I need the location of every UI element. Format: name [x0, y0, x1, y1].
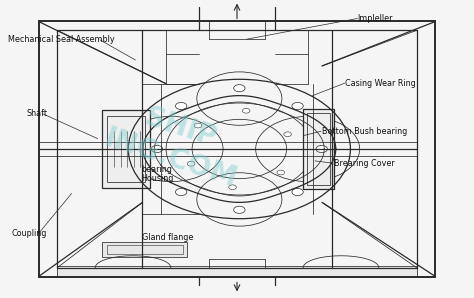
- Text: Impleller: Impleller: [357, 14, 393, 23]
- Text: Casing Wear Ring: Casing Wear Ring: [345, 79, 416, 88]
- Bar: [303, 109, 334, 189]
- Bar: [107, 245, 182, 254]
- Circle shape: [194, 123, 202, 128]
- Circle shape: [229, 185, 237, 190]
- Text: Bottom Bush bearing: Bottom Bush bearing: [322, 127, 407, 136]
- Circle shape: [234, 206, 245, 213]
- Circle shape: [277, 170, 284, 175]
- Bar: [307, 114, 330, 184]
- Circle shape: [292, 188, 303, 195]
- Polygon shape: [102, 243, 187, 257]
- Circle shape: [151, 145, 163, 153]
- Circle shape: [187, 162, 195, 166]
- Text: SHIP
ING.COM: SHIP ING.COM: [100, 93, 251, 193]
- Bar: [57, 266, 417, 277]
- Text: Gland flange: Gland flange: [143, 234, 194, 243]
- Circle shape: [175, 188, 187, 195]
- Circle shape: [175, 103, 187, 110]
- Circle shape: [242, 108, 250, 113]
- Bar: [102, 111, 150, 187]
- Text: Brearing Cover: Brearing Cover: [334, 159, 395, 168]
- Text: Mechanical Seal Assembly: Mechanical Seal Assembly: [8, 35, 114, 44]
- Circle shape: [284, 132, 292, 136]
- Text: Shaft: Shaft: [27, 109, 48, 119]
- Bar: [107, 117, 145, 181]
- Text: bearing: bearing: [142, 165, 173, 174]
- Text: Housing: Housing: [142, 174, 174, 183]
- Text: Coupling: Coupling: [11, 229, 46, 238]
- Circle shape: [292, 103, 303, 110]
- Circle shape: [234, 85, 245, 92]
- Circle shape: [316, 145, 328, 153]
